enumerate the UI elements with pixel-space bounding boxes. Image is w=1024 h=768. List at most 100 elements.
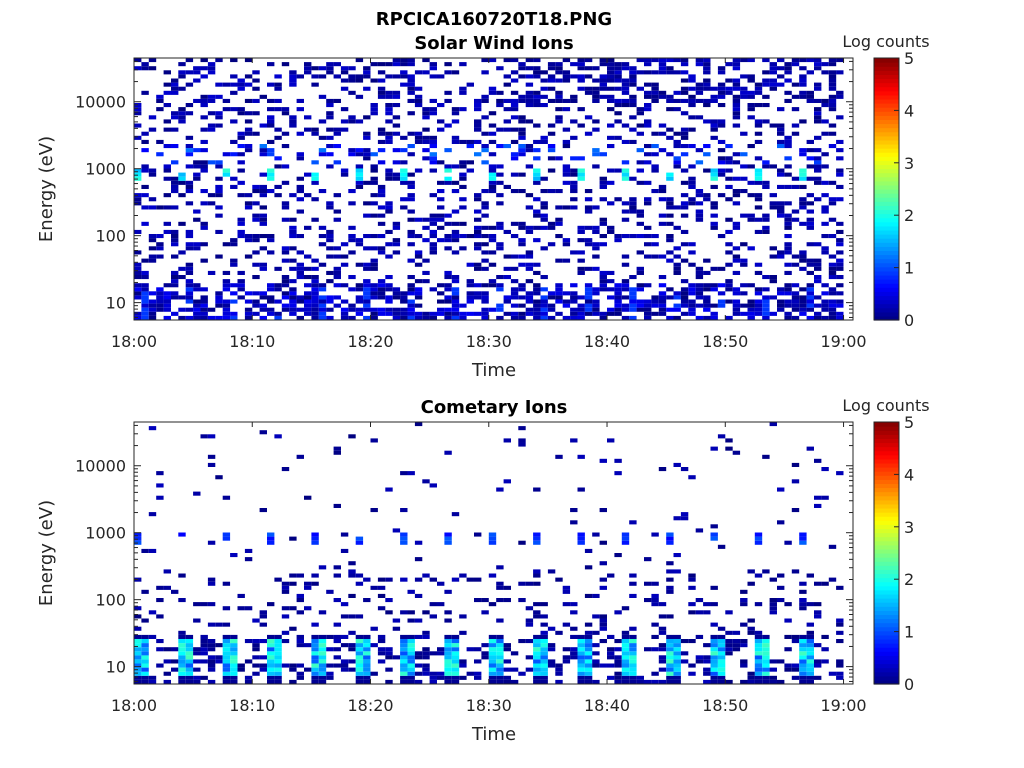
heatmap-cell	[333, 209, 341, 214]
heatmap-cell	[710, 602, 718, 607]
heatmap-cell	[481, 201, 489, 206]
heatmap-cell	[377, 90, 386, 95]
heatmap-cell	[799, 536, 807, 541]
heatmap-cell	[363, 647, 371, 652]
heatmap-cell	[703, 679, 711, 684]
heatmap-cell	[370, 201, 378, 206]
heatmap-cell	[740, 242, 748, 247]
heatmap-cell	[407, 111, 415, 116]
heatmap-cell	[274, 679, 282, 684]
colorbar-segment	[874, 164, 899, 170]
heatmap-cell	[695, 209, 704, 214]
heatmap-cell	[451, 164, 460, 169]
heatmap-cell	[762, 225, 770, 230]
heatmap-cell	[799, 254, 807, 259]
heatmap-cell	[134, 614, 142, 619]
heatmap-cell	[510, 103, 519, 108]
heatmap-cell	[296, 643, 304, 648]
heatmap-cell	[289, 193, 297, 198]
heatmap-cell	[289, 299, 297, 304]
heatmap-cell	[377, 287, 386, 292]
heatmap-cell	[377, 127, 386, 132]
heatmap-cell	[695, 266, 704, 271]
heatmap-cell	[651, 242, 659, 247]
heatmap-cell	[688, 98, 696, 103]
heatmap-cell	[836, 315, 844, 320]
heatmap-cell	[414, 131, 423, 136]
heatmap-cell	[599, 577, 607, 582]
heatmap-cell	[629, 74, 637, 79]
heatmap-cell	[703, 295, 711, 300]
heatmap-cell	[725, 144, 733, 149]
heatmap-cell	[496, 103, 504, 108]
heatmap-cell	[533, 303, 541, 308]
heatmap-cell	[259, 315, 267, 320]
heatmap-cell	[289, 246, 297, 251]
heatmap-cell	[806, 70, 814, 75]
heatmap-cell	[644, 197, 652, 202]
heatmap-cell	[799, 168, 807, 173]
heatmap-cell	[762, 634, 770, 639]
heatmap-cell	[244, 557, 253, 562]
heatmap-cell	[784, 213, 792, 218]
heatmap-cell	[296, 275, 304, 280]
heatmap-cell	[814, 66, 822, 71]
heatmap-cell	[599, 540, 607, 545]
heatmap-cell	[311, 643, 319, 648]
heatmap-cell	[651, 254, 659, 259]
heatmap-cell	[673, 295, 681, 300]
heatmap-cell	[185, 184, 194, 189]
heatmap-cell	[629, 643, 637, 648]
heatmap-cell	[754, 540, 763, 545]
heatmap-cell	[717, 291, 726, 296]
heatmap-cell	[178, 671, 186, 676]
heatmap-cell	[185, 189, 194, 194]
heatmap-cell	[740, 94, 748, 99]
heatmap-cell	[599, 197, 607, 202]
heatmap-cell	[747, 679, 755, 684]
heatmap-cell	[518, 540, 526, 545]
heatmap-cell	[614, 675, 622, 680]
heatmap-cell	[784, 66, 792, 71]
heatmap-cell	[230, 667, 238, 672]
heatmap-cell	[230, 184, 238, 189]
heatmap-cell	[680, 311, 689, 316]
heatmap-cell	[326, 70, 334, 75]
heatmap-cell	[814, 115, 822, 120]
heatmap-cell	[666, 569, 674, 574]
heatmap-cell	[459, 246, 467, 251]
heatmap-cell	[510, 266, 519, 271]
heatmap-cell	[799, 303, 807, 308]
colorbar-tick-label: 5	[904, 413, 914, 432]
heatmap-cell	[289, 295, 297, 300]
heatmap-cell	[193, 651, 201, 656]
heatmap-cell	[134, 197, 142, 202]
heatmap-cell	[799, 201, 807, 206]
heatmap-cell	[518, 98, 526, 103]
heatmap-cell	[799, 266, 807, 271]
heatmap-cell	[525, 279, 534, 284]
heatmap-cell	[592, 90, 600, 95]
heatmap-cell	[281, 614, 290, 619]
heatmap-cell	[710, 119, 718, 124]
heatmap-cell	[828, 86, 837, 91]
heatmap-cell	[562, 70, 571, 75]
heatmap-cell	[407, 193, 415, 198]
heatmap-cell	[163, 569, 171, 574]
heatmap-cell	[680, 229, 689, 234]
heatmap-cell	[459, 311, 467, 316]
heatmap-cell	[503, 299, 511, 304]
heatmap-cell	[274, 74, 282, 79]
heatmap-cell	[414, 671, 423, 676]
heatmap-cell	[259, 266, 267, 271]
heatmap-cell	[636, 58, 644, 63]
heatmap-cell	[207, 70, 216, 75]
heatmap-cell	[518, 66, 526, 71]
colorbar-tick-label: 1	[904, 259, 914, 278]
heatmap-cell	[311, 197, 319, 202]
heatmap-cell	[629, 115, 637, 120]
heatmap-cell	[636, 270, 644, 275]
heatmap-cell	[769, 193, 777, 198]
heatmap-cell	[488, 659, 497, 664]
heatmap-cell	[496, 639, 504, 644]
